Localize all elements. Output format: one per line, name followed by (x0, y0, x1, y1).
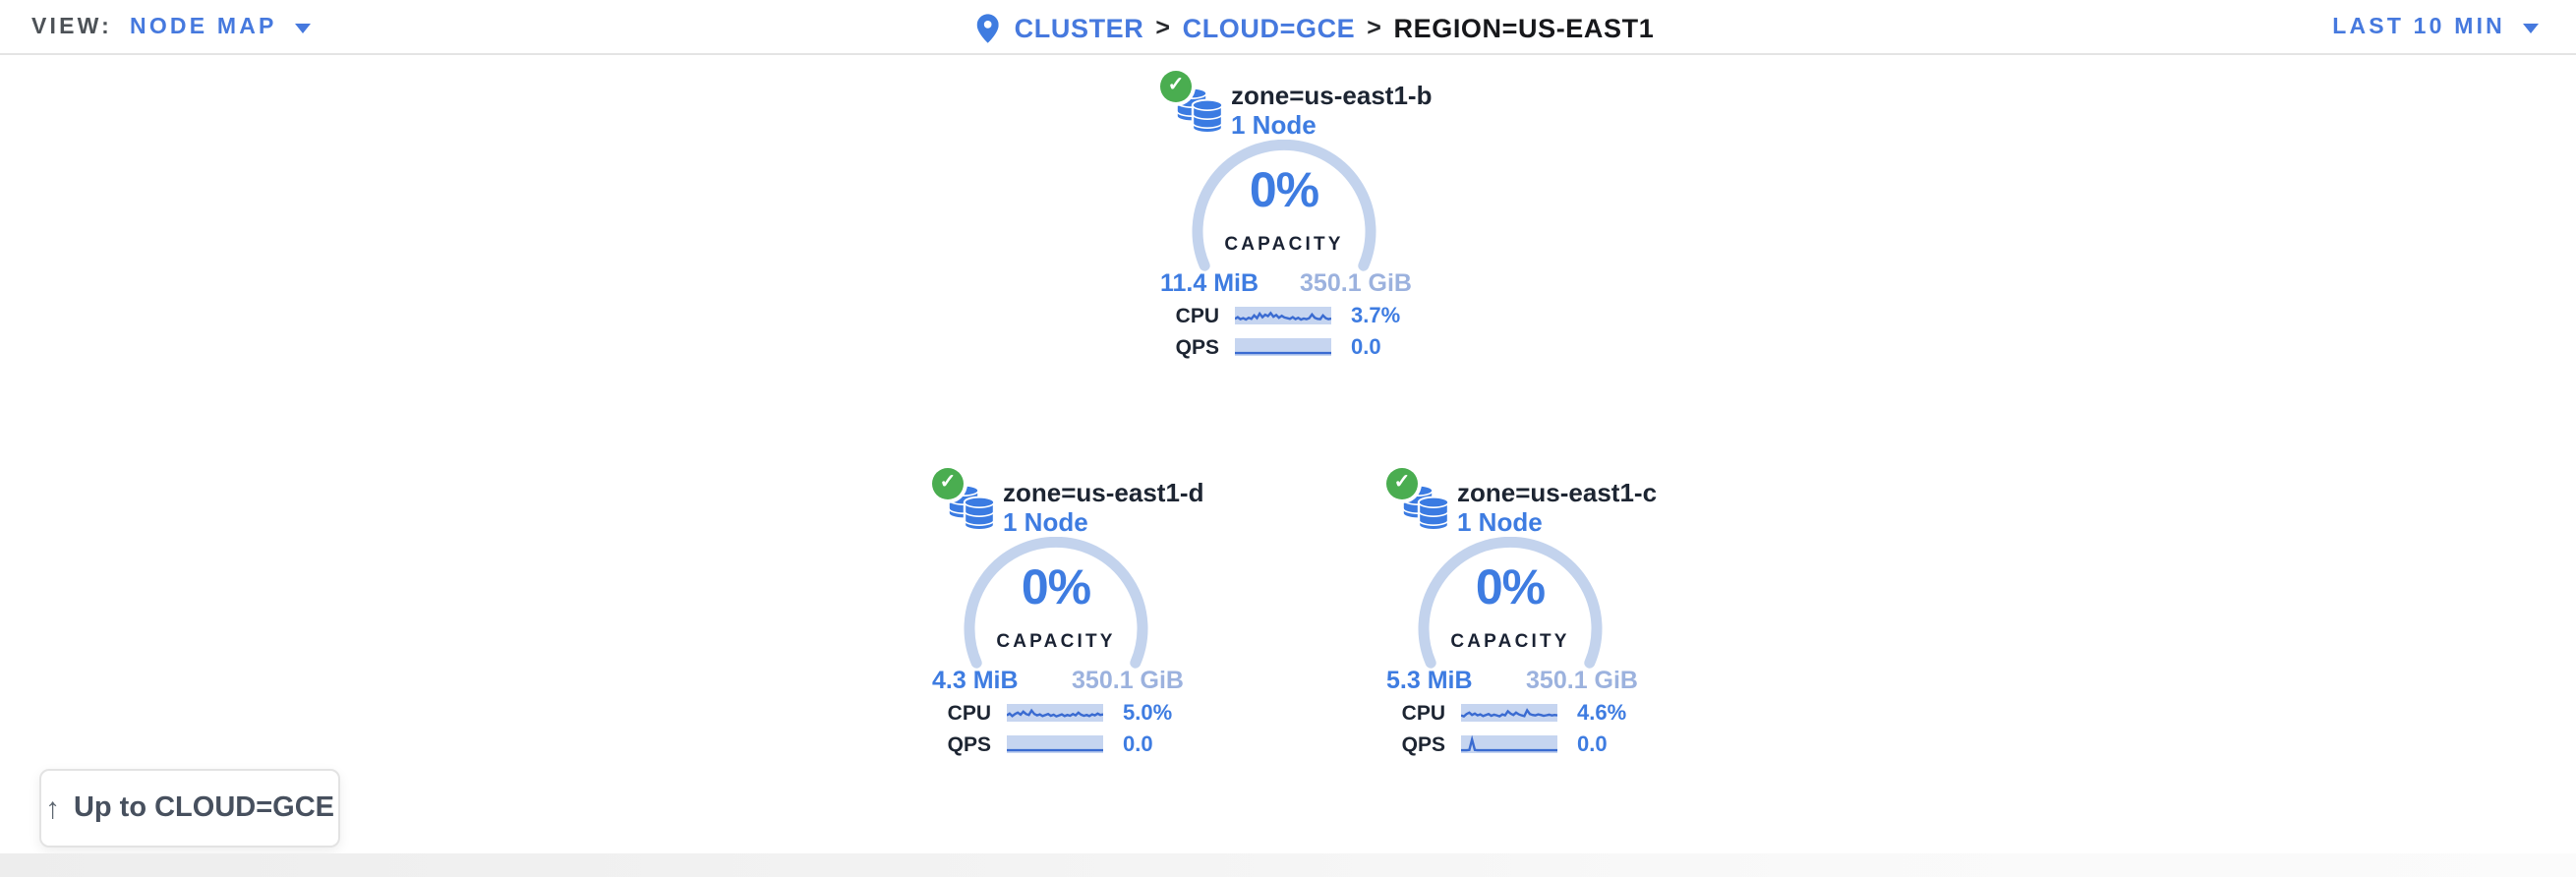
cpu-label: CPU (1401, 701, 1445, 725)
cpu-value: 3.7% (1351, 304, 1401, 327)
health-check-icon (932, 468, 964, 499)
breadcrumb-cluster[interactable]: CLUSTER (1014, 13, 1144, 42)
cpu-label: CPU (1175, 304, 1219, 327)
health-check-icon (1386, 468, 1418, 499)
capacity-gauge: 0% CAPACITY (1192, 140, 1376, 277)
zone-card-header: zone=us-east1-b 1 Node (1154, 71, 1432, 140)
cpu-sparkline (1235, 307, 1331, 324)
capacity-gauge: 0% CAPACITY (964, 537, 1148, 674)
capacity-stats: 11.4 MiB 350.1 GiB (1160, 269, 1412, 297)
qps-label: QPS (1401, 732, 1445, 756)
top-bar: VIEW: NODE MAP CLUSTER > CLOUD=GCE > REG… (0, 0, 2576, 55)
zone-metrics: CPU 5.0% QPS 0.0 (926, 701, 1186, 767)
capacity-percent: 0% (1249, 163, 1319, 218)
capacity-stats: 5.3 MiB 350.1 GiB (1386, 667, 1638, 694)
capacity-gauge: 0% CAPACITY (1418, 537, 1603, 674)
arrow-up-icon: ↑ (44, 791, 60, 825)
breadcrumb-separator: > (1155, 14, 1171, 41)
capacity-arc (1192, 140, 1376, 271)
capacity-label: CAPACITY (1224, 234, 1344, 256)
view-label: VIEW: (31, 16, 113, 39)
zone-title: zone=us-east1-d (1003, 478, 1204, 507)
cpu-row: CPU 4.6% (1380, 701, 1640, 725)
capacity-percent: 0% (1475, 560, 1546, 615)
cpu-row: CPU 3.7% (1154, 304, 1414, 327)
view-selector[interactable]: VIEW: NODE MAP (31, 0, 311, 55)
zone-node-count[interactable]: 1 Node (1231, 110, 1317, 140)
zone-node-count[interactable]: 1 Node (1457, 507, 1543, 537)
time-range-value: LAST 10 MIN (2332, 16, 2505, 39)
zone-title: zone=us-east1-b (1231, 81, 1433, 110)
cpu-sparkline (1007, 704, 1103, 722)
qps-value: 0.0 (1123, 732, 1153, 756)
zone-node-count[interactable]: 1 Node (1003, 507, 1088, 537)
cpu-value: 5.0% (1123, 701, 1173, 725)
capacity-percent: 0% (1021, 560, 1091, 615)
cpu-value: 4.6% (1577, 701, 1627, 725)
zone-card-header: zone=us-east1-c 1 Node (1380, 468, 1657, 537)
capacity-stats: 4.3 MiB 350.1 GiB (932, 667, 1184, 694)
breadcrumb-region-current: REGION=US-EAST1 (1393, 13, 1655, 42)
zone-metrics: CPU 3.7% QPS 0.0 (1154, 304, 1414, 370)
qps-label: QPS (947, 732, 991, 756)
capacity-label: CAPACITY (996, 631, 1116, 653)
zone-card[interactable]: zone=us-east1-c 1 Node 0% CAPACITY 5.3 M… (1380, 468, 1657, 756)
view-value: NODE MAP (130, 16, 277, 39)
capacity-total: 350.1 GiB (1300, 269, 1412, 297)
qps-label: QPS (1175, 335, 1219, 359)
zone-card[interactable]: zone=us-east1-b 1 Node 0% CAPACITY 11.4 … (1154, 71, 1432, 359)
breadcrumb: CLUSTER > CLOUD=GCE > REGION=US-EAST1 (976, 0, 1655, 55)
capacity-total: 350.1 GiB (1526, 667, 1638, 694)
qps-sparkline (1461, 735, 1557, 753)
capacity-used: 11.4 MiB (1160, 269, 1259, 297)
zone-card[interactable]: zone=us-east1-d 1 Node 0% CAPACITY 4.3 M… (926, 468, 1203, 756)
qps-value: 0.0 (1351, 335, 1381, 359)
cpu-row: CPU 5.0% (926, 701, 1186, 725)
cpu-sparkline (1461, 704, 1557, 722)
health-check-icon (1160, 71, 1192, 102)
qps-row: QPS 0.0 (926, 732, 1186, 756)
breadcrumb-cloud-gce[interactable]: CLOUD=GCE (1182, 13, 1356, 42)
qps-value: 0.0 (1577, 732, 1608, 756)
zone-title: zone=us-east1-c (1457, 478, 1658, 507)
breadcrumb-separator: > (1367, 14, 1382, 41)
capacity-label: CAPACITY (1450, 631, 1570, 653)
zone-card-header: zone=us-east1-d 1 Node (926, 468, 1203, 537)
map-ground-strip (0, 853, 2576, 877)
capacity-arc (964, 537, 1148, 669)
map-pin-icon (976, 13, 999, 42)
qps-row: QPS 0.0 (1154, 335, 1414, 359)
capacity-total: 350.1 GiB (1072, 667, 1184, 694)
up-button-label: Up to CLOUD=GCE (73, 792, 334, 824)
qps-sparkline (1235, 338, 1331, 356)
node-map-canvas: zone=us-east1-b 1 Node 0% CAPACITY 11.4 … (0, 55, 2576, 877)
cpu-label: CPU (947, 701, 991, 725)
chevron-down-icon (294, 23, 311, 32)
zone-metrics: CPU 4.6% QPS 0.0 (1380, 701, 1640, 767)
capacity-used: 4.3 MiB (932, 667, 1019, 694)
qps-sparkline (1007, 735, 1103, 753)
capacity-used: 5.3 MiB (1386, 667, 1473, 694)
up-to-parent-button[interactable]: ↑ Up to CLOUD=GCE (39, 769, 340, 848)
time-range-selector[interactable]: LAST 10 MIN (2332, 0, 2539, 55)
capacity-arc (1418, 537, 1603, 669)
qps-row: QPS 0.0 (1380, 732, 1640, 756)
chevron-down-icon (2523, 23, 2539, 32)
